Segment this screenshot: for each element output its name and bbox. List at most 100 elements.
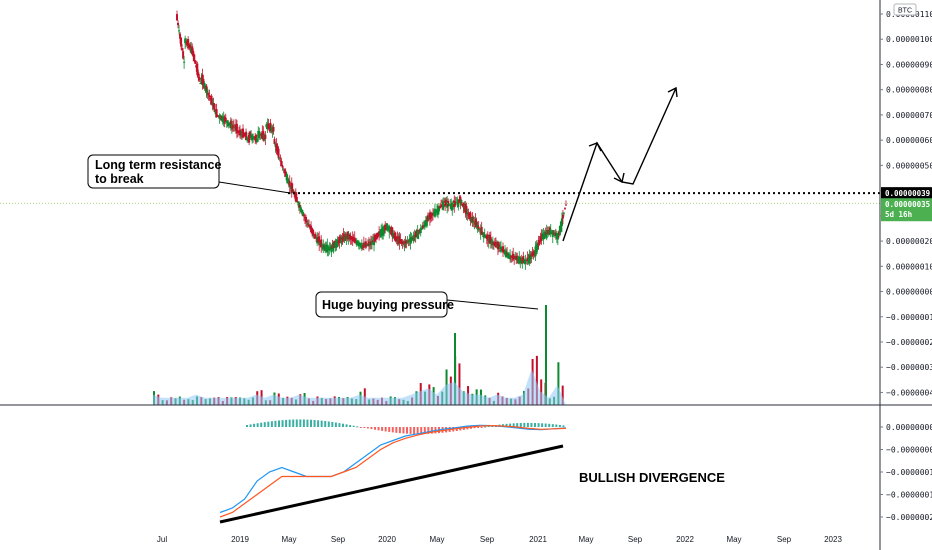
- macd-axis-label: 0.00000000: [886, 423, 932, 432]
- macd-histogram-bar: [338, 423, 341, 427]
- candle-body: [271, 127, 274, 133]
- candle-body: [254, 135, 257, 141]
- candle-body: [439, 206, 442, 208]
- candle-body: [491, 242, 494, 246]
- candle-body: [472, 221, 475, 223]
- candle-body: [430, 213, 433, 216]
- candle-body: [297, 202, 300, 208]
- candle-body: [443, 201, 446, 207]
- candle-body: [211, 102, 214, 106]
- candle-body: [230, 124, 233, 130]
- candle-body: [417, 231, 420, 234]
- candle-body: [249, 131, 252, 138]
- candle-body: [427, 217, 430, 219]
- macd-histogram-bar: [263, 422, 266, 427]
- candle-body: [455, 203, 458, 205]
- candle-body: [526, 257, 529, 262]
- macd-histogram-bar: [420, 427, 423, 435]
- price-axis-label: 0.00000080: [886, 86, 932, 95]
- candle-body: [202, 78, 205, 86]
- candle-body: [376, 233, 379, 239]
- macd-histogram-bar: [534, 422, 536, 427]
- candle-body: [383, 226, 386, 234]
- candle-body: [520, 258, 523, 261]
- price-axis-label: 0.00000050: [886, 161, 932, 170]
- candle-body: [460, 199, 463, 206]
- candle-body: [469, 212, 472, 222]
- candle-body: [298, 205, 301, 208]
- candle-body: [338, 236, 341, 244]
- candle-body: [243, 132, 246, 137]
- macd-histogram-bar: [512, 423, 515, 427]
- candle-body: [358, 243, 361, 246]
- macd-histogram-bar: [423, 427, 426, 434]
- candle-body: [242, 128, 245, 138]
- callout-pointer: [218, 181, 291, 194]
- macd-histogram-bar: [281, 420, 284, 427]
- candle-body: [518, 256, 521, 264]
- candle-body: [191, 46, 194, 55]
- macd-axis-label: −0.00000015: [886, 491, 932, 500]
- candle-body: [323, 245, 326, 248]
- candle-body: [482, 232, 485, 238]
- time-axis-label: Jul: [157, 535, 167, 544]
- macd-histogram-bar: [359, 427, 362, 428]
- macd-histogram-bar: [324, 421, 327, 427]
- candle-body: [523, 260, 526, 262]
- candle-body: [375, 235, 378, 240]
- candle-body: [476, 225, 479, 230]
- candle-body: [293, 193, 296, 198]
- symbol-badge[interactable]: BTC: [893, 3, 917, 16]
- candle-body: [189, 44, 192, 51]
- candle-body: [248, 135, 251, 143]
- candle-body: [272, 126, 275, 132]
- macd-histogram-bar: [306, 419, 309, 427]
- macd-axis[interactable]: 0.00000000 −0.00000005 −0.00000010 −0.00000…: [880, 423, 932, 522]
- candle-body: [268, 126, 271, 129]
- price-axis-label: 0.00000060: [886, 136, 932, 145]
- current-price-tag-box: [881, 198, 932, 222]
- candle-body: [350, 237, 353, 240]
- candle-body: [314, 233, 317, 239]
- time-axis[interactable]: Jul 2019 May Sep 2020 May Sep 2021 May Sep 2022 May…: [157, 535, 843, 544]
- candle-body: [288, 181, 291, 187]
- resistance-tag-text: 0.00000039: [885, 189, 931, 198]
- callout-box: [315, 291, 448, 318]
- macd-histogram-bar: [352, 425, 355, 427]
- candle-body: [321, 245, 324, 247]
- macd-pane[interactable]: BULLISH DIVERGENCE: [219, 419, 725, 524]
- macd-histogram-bar: [356, 426, 359, 428]
- candle-body: [502, 246, 505, 253]
- candle-body: [434, 209, 437, 214]
- candle-body: [516, 255, 519, 261]
- macd-histogram-bar: [537, 423, 540, 427]
- candle-body: [348, 234, 351, 240]
- candle-body: [448, 204, 451, 206]
- candle-body: [311, 228, 314, 234]
- macd-histogram-bar: [267, 421, 270, 427]
- candle-body: [337, 241, 340, 243]
- volume-callout: Huge buying pressure: [315, 291, 539, 318]
- price-axis-label: 0.00000100: [886, 35, 932, 44]
- candle-body: [334, 242, 337, 248]
- macd-histogram-bar: [278, 420, 280, 427]
- candle-body: [484, 235, 487, 239]
- macd-histogram-bar: [409, 427, 412, 434]
- time-axis-label: 2020: [378, 535, 396, 544]
- price-axis-label: 0.00000000: [886, 288, 932, 297]
- signal-line: [219, 424, 567, 518]
- projection-arrowheads: [588, 86, 678, 184]
- candle-body: [562, 212, 565, 214]
- candle-body: [308, 225, 311, 227]
- candlestick-series: [176, 10, 567, 270]
- candle-body: [177, 22, 180, 26]
- candle-body: [400, 239, 403, 244]
- candle-body: [214, 109, 217, 115]
- candle-body: [473, 221, 476, 225]
- candle-body: [287, 180, 290, 185]
- candle-body: [256, 138, 259, 143]
- price-pane[interactable]: Long term resistance to break Huge buyin…: [0, 10, 880, 405]
- candle-body: [267, 123, 270, 129]
- candle-body: [438, 206, 441, 212]
